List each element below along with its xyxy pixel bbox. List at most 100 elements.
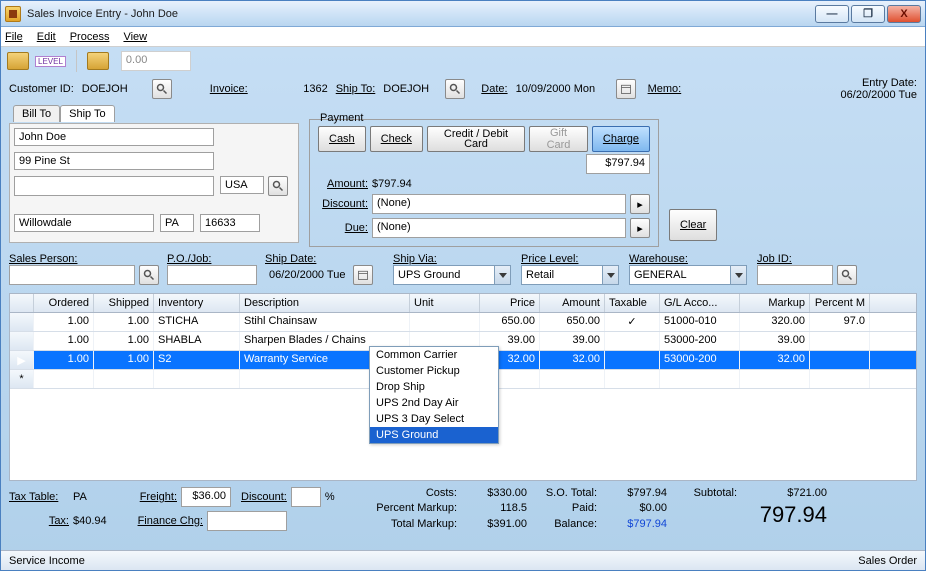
billto-city[interactable]: Willowdale <box>14 214 154 232</box>
balance-label: Balance: <box>527 518 597 531</box>
discount-label: Discount: <box>318 198 368 210</box>
cash-button[interactable]: Cash <box>318 126 366 152</box>
shipvia-label: Ship Via: <box>393 253 513 265</box>
status-right: Sales Order <box>858 555 917 567</box>
shipvia-dropdown[interactable]: Common Carrier Customer Pickup Drop Ship… <box>369 346 499 444</box>
titlebar[interactable]: Sales Invoice Entry - John Doe — ❐ X <box>1 1 925 27</box>
due-play-icon[interactable]: ▸ <box>630 218 650 238</box>
pctmarkup-label: Percent Markup: <box>347 502 457 515</box>
billship-panel: John Doe 99 Pine St USA Willowdale PA 16… <box>9 123 299 243</box>
billto-name[interactable]: John Doe <box>14 128 214 146</box>
pctmarkup-value: 118.5 <box>457 502 527 515</box>
check-button[interactable]: Check <box>370 126 423 152</box>
close-button[interactable]: X <box>887 5 921 23</box>
footer-discount-label: Discount: <box>241 491 287 503</box>
credit-button[interactable]: Credit / Debit Card <box>427 126 525 152</box>
billto-country[interactable]: USA <box>220 176 264 194</box>
subtotal-value: $721.00 <box>737 487 827 500</box>
tab-ship-to[interactable]: Ship To <box>60 105 115 122</box>
costs-value: $330.00 <box>457 487 527 500</box>
billto-state[interactable]: PA <box>160 214 194 232</box>
pricelevel-label: Price Level: <box>521 253 621 265</box>
sototal-label: S.O. Total: <box>527 487 597 500</box>
shipvia-option[interactable]: Common Carrier <box>370 347 498 363</box>
salesperson-field[interactable] <box>9 265 135 285</box>
shipvia-combo[interactable]: UPS Ground <box>393 265 511 285</box>
paid-value: $0.00 <box>597 502 667 515</box>
pojob-label: P.O./Job: <box>167 253 257 265</box>
totmarkup-value: $391.00 <box>457 518 527 531</box>
clear-button[interactable]: Clear <box>669 209 717 241</box>
memo-label: Memo: <box>648 83 682 95</box>
tab-bill-to[interactable]: Bill To <box>13 105 60 122</box>
menu-process[interactable]: Process <box>70 31 110 43</box>
shipvia-option[interactable]: Customer Pickup <box>370 363 498 379</box>
warehouse-combo[interactable]: GENERAL <box>629 265 747 285</box>
chevron-down-icon[interactable] <box>602 266 618 284</box>
discount-play-icon[interactable]: ▸ <box>630 194 650 214</box>
freight-value[interactable]: $36.00 <box>181 487 231 507</box>
taxtable-value[interactable]: PA <box>73 491 123 503</box>
shipdate-calendar-icon[interactable] <box>353 265 373 285</box>
jobid-lookup-icon[interactable] <box>837 265 857 285</box>
customer-id[interactable]: DOEJOH <box>78 81 148 97</box>
pct-sign: % <box>325 491 335 503</box>
toolbar: LEVEL 0.00 <box>1 47 925 75</box>
billto-street[interactable]: 99 Pine St <box>14 152 214 170</box>
invoice-number[interactable]: 1362 <box>252 81 332 97</box>
maximize-button[interactable]: ❐ <box>851 5 885 23</box>
shipvia-option[interactable]: UPS 2nd Day Air <box>370 395 498 411</box>
pojob-field[interactable] <box>167 265 257 285</box>
menubar: File Edit Process View <box>1 27 925 47</box>
menu-file[interactable]: File <box>5 31 23 43</box>
menu-view[interactable]: View <box>123 31 147 43</box>
calendar-icon[interactable] <box>616 79 636 99</box>
billto-zip[interactable]: 16633 <box>200 214 260 232</box>
level-badge: LEVEL <box>35 56 66 67</box>
country-lookup-icon[interactable] <box>268 176 288 196</box>
finance-field[interactable] <box>207 511 287 531</box>
freight-label: Freight: <box>127 491 177 503</box>
amount-value: $797.94 <box>372 178 412 190</box>
costs-label: Costs: <box>347 487 457 500</box>
grid-header: Ordered Shipped Inventory Description Un… <box>10 294 916 313</box>
shipvia-option[interactable]: UPS 3 Day Select <box>370 411 498 427</box>
billto-line3[interactable] <box>14 176 214 196</box>
customer-lookup-icon[interactable] <box>152 79 172 99</box>
minimize-button[interactable]: — <box>815 5 849 23</box>
charge-button[interactable]: Charge <box>592 126 650 152</box>
shipvia-option-selected[interactable]: UPS Ground <box>370 427 498 443</box>
ship-to[interactable]: DOEJOH <box>379 81 441 97</box>
date-label: Date: <box>481 83 507 95</box>
app-icon <box>5 6 21 22</box>
taxtable-label: Tax Table: <box>9 491 69 503</box>
app-window: Sales Invoice Entry - John Doe — ❐ X Fil… <box>0 0 926 571</box>
shipvia-option[interactable]: Drop Ship <box>370 379 498 395</box>
tax-value: $40.94 <box>73 515 123 527</box>
tax-label: Tax: <box>9 515 69 527</box>
chevron-down-icon[interactable] <box>730 266 746 284</box>
discount-field[interactable]: (None) <box>372 194 626 214</box>
table-row[interactable]: 1.001.00STICHAStihl Chainsaw650.00650.00… <box>10 313 916 332</box>
due-field[interactable]: (None) <box>372 218 626 238</box>
jobid-field[interactable] <box>757 265 833 285</box>
tool-icon-2[interactable] <box>87 52 109 70</box>
totmarkup-label: Total Markup: <box>347 518 457 531</box>
finance-label: Finance Chg: <box>127 515 203 527</box>
amount-label: Amount: <box>318 178 368 190</box>
salesperson-lookup-icon[interactable] <box>139 265 159 285</box>
ship-to-lookup-icon[interactable] <box>445 79 465 99</box>
footer-discount-field[interactable] <box>291 487 321 507</box>
shipdate-value[interactable]: 06/20/2000 Tue <box>265 267 349 283</box>
chevron-down-icon[interactable] <box>494 266 510 284</box>
shipdate-label: Ship Date: <box>265 253 385 265</box>
menu-edit[interactable]: Edit <box>37 31 56 43</box>
tool-icon-1[interactable] <box>7 52 29 70</box>
charge-amount: $797.94 <box>586 154 650 174</box>
statusbar: Service Income Sales Order <box>1 550 925 570</box>
pricelevel-combo[interactable]: Retail <box>521 265 619 285</box>
payment-legend: Payment <box>316 112 367 124</box>
customer-id-label: Customer ID: <box>9 83 74 95</box>
toolbar-amount: 0.00 <box>121 51 191 71</box>
date-value[interactable]: 10/09/2000 Mon <box>512 81 612 97</box>
